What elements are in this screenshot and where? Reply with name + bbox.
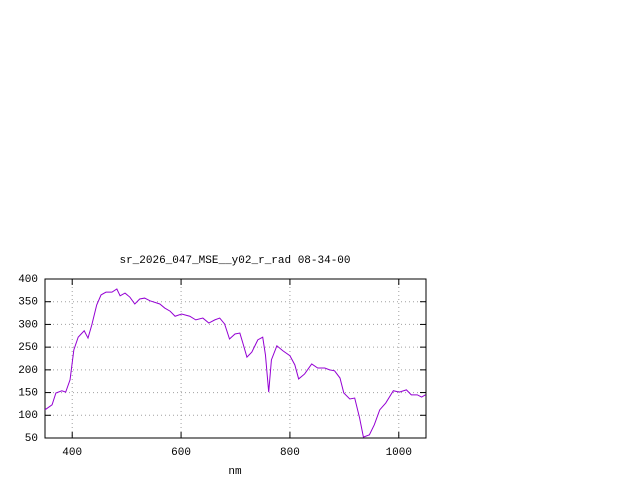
y-tick-label: 50 — [25, 433, 38, 445]
y-tick-label: 400 — [18, 274, 38, 286]
x-tick-label: 600 — [171, 447, 191, 459]
x-tick-label: 800 — [280, 447, 300, 459]
y-tick-label: 150 — [18, 387, 38, 399]
x-tick-label: 400 — [62, 447, 82, 459]
x-axis-label: nm — [228, 466, 242, 478]
y-tick-label: 350 — [18, 297, 38, 309]
y-tick-label: 300 — [18, 319, 38, 331]
plot-border — [44, 278, 427, 439]
y-tick-label: 100 — [18, 410, 38, 422]
y-tick-label: 200 — [18, 365, 38, 377]
data-line — [44, 288, 426, 438]
chart-title: sr_2026_047_MSE__y02_r_rad 08-34-00 — [119, 255, 350, 267]
y-tick-label: 250 — [18, 342, 38, 354]
x-tick-label: 1000 — [386, 447, 412, 459]
